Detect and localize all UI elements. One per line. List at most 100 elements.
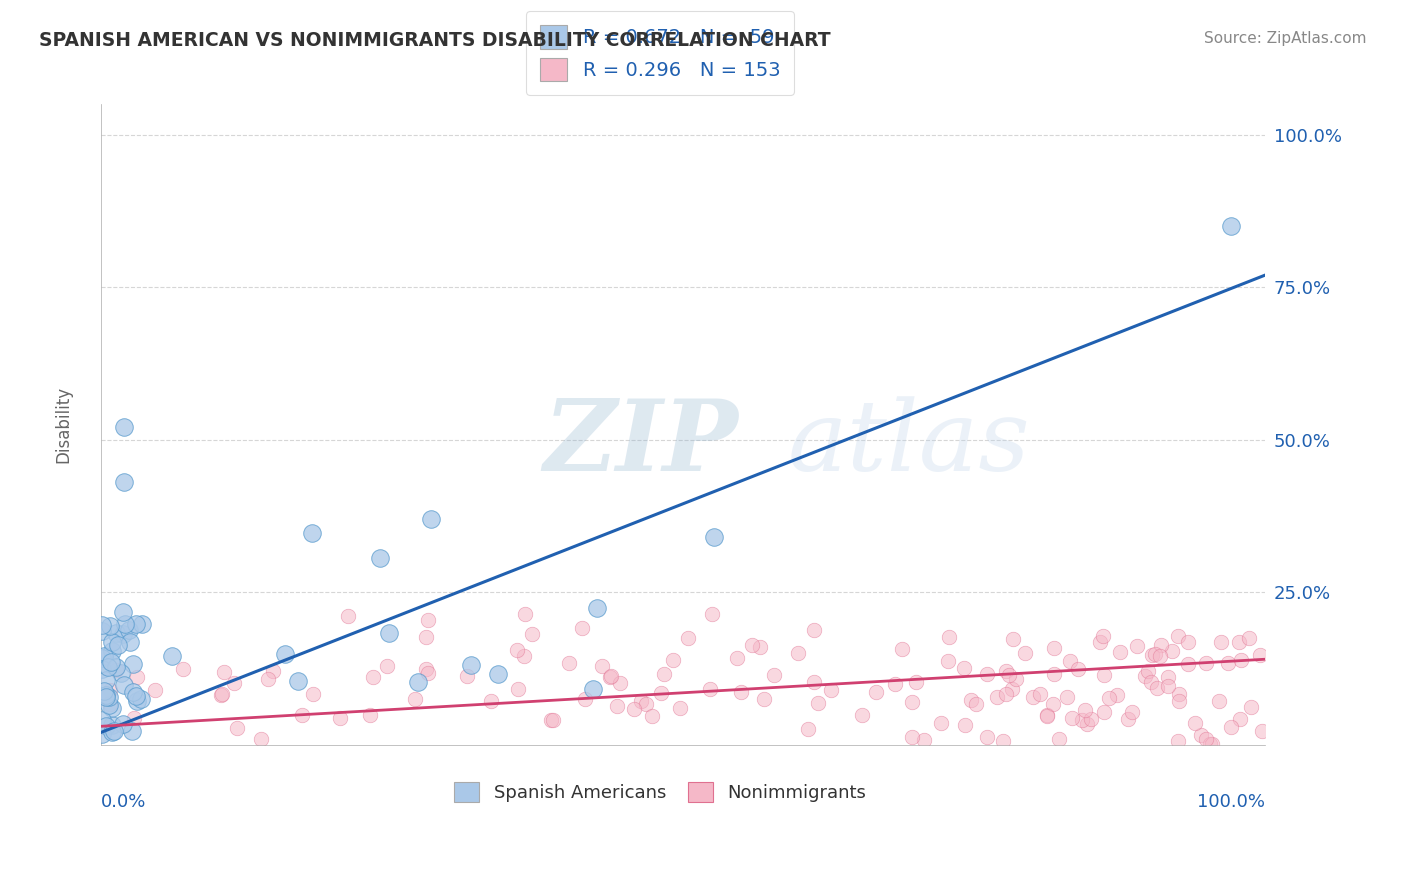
Point xyxy=(936,654,959,668)
Point xyxy=(803,623,825,637)
Point xyxy=(512,648,534,663)
Point xyxy=(415,662,437,676)
Point xyxy=(1208,694,1230,708)
Point xyxy=(1167,687,1189,701)
Point xyxy=(662,653,685,667)
Point xyxy=(101,644,124,658)
Point xyxy=(105,660,128,674)
Point xyxy=(965,697,987,711)
Point xyxy=(1060,711,1083,725)
Point xyxy=(93,648,115,663)
Point xyxy=(600,669,623,683)
Point xyxy=(807,696,830,710)
Point xyxy=(986,690,1008,705)
Point xyxy=(479,694,502,708)
Point xyxy=(520,626,543,640)
Point xyxy=(865,685,887,699)
Point xyxy=(515,607,537,621)
Point xyxy=(101,724,124,739)
Point xyxy=(1184,715,1206,730)
Point xyxy=(609,676,631,690)
Point xyxy=(406,674,429,689)
Point xyxy=(702,607,724,621)
Point xyxy=(107,638,129,652)
Point xyxy=(912,732,935,747)
Point xyxy=(891,641,914,656)
Point xyxy=(100,655,122,669)
Point xyxy=(363,670,385,684)
Point xyxy=(995,664,1018,678)
Point xyxy=(995,687,1018,701)
Point xyxy=(904,674,927,689)
Text: ZIP: ZIP xyxy=(544,395,738,491)
Point xyxy=(273,647,295,661)
Point xyxy=(110,665,132,680)
Point xyxy=(329,711,352,725)
Point xyxy=(1146,681,1168,695)
Point xyxy=(97,698,120,713)
Point xyxy=(1209,635,1232,649)
Text: 0.0%: 0.0% xyxy=(101,793,146,811)
Point xyxy=(1029,687,1052,701)
Point xyxy=(1136,664,1159,678)
Point xyxy=(1088,635,1111,649)
Point xyxy=(991,734,1014,748)
Point xyxy=(1116,712,1139,726)
Point xyxy=(90,662,112,676)
Point xyxy=(582,681,605,696)
Point xyxy=(960,692,983,706)
Point xyxy=(112,420,135,434)
Point xyxy=(803,675,825,690)
Point xyxy=(1161,644,1184,658)
Point xyxy=(112,677,135,691)
Point xyxy=(226,721,249,735)
Point xyxy=(1167,734,1189,748)
Text: 100.0%: 100.0% xyxy=(1198,793,1265,811)
Point xyxy=(630,694,652,708)
Point xyxy=(1076,717,1098,731)
Point xyxy=(820,683,842,698)
Point xyxy=(368,550,391,565)
Point xyxy=(1049,731,1071,746)
Point xyxy=(172,662,194,676)
Point xyxy=(725,650,748,665)
Point xyxy=(571,621,593,635)
Point xyxy=(702,531,724,545)
Point xyxy=(1199,738,1222,752)
Point xyxy=(287,673,309,688)
Point xyxy=(359,707,381,722)
Point xyxy=(901,731,924,745)
Point xyxy=(117,623,139,637)
Point xyxy=(741,638,763,652)
Point xyxy=(460,657,482,672)
Point xyxy=(558,656,581,670)
Point xyxy=(118,635,141,649)
Point xyxy=(101,718,124,732)
Point xyxy=(114,617,136,632)
Point xyxy=(209,688,232,702)
Point xyxy=(112,475,135,490)
Point xyxy=(1220,720,1243,734)
Point xyxy=(125,694,148,708)
Point xyxy=(100,698,122,712)
Point xyxy=(1251,723,1274,738)
Point xyxy=(606,699,628,714)
Point xyxy=(91,727,114,741)
Point xyxy=(96,690,118,704)
Point xyxy=(699,681,721,696)
Point xyxy=(96,719,118,733)
Point xyxy=(1140,674,1163,689)
Point xyxy=(953,718,976,732)
Point xyxy=(94,673,117,687)
Point xyxy=(121,724,143,739)
Point xyxy=(540,713,562,727)
Point xyxy=(211,687,233,701)
Point xyxy=(1144,647,1167,661)
Point xyxy=(669,700,692,714)
Point xyxy=(486,666,509,681)
Point xyxy=(1080,712,1102,726)
Point xyxy=(636,697,658,711)
Point xyxy=(1167,694,1189,708)
Point xyxy=(1195,656,1218,670)
Point xyxy=(1229,635,1251,649)
